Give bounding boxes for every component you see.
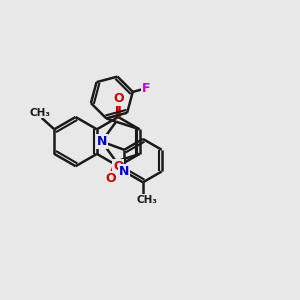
Text: N: N	[119, 165, 129, 178]
Text: CH₃: CH₃	[30, 107, 51, 118]
Text: O: O	[113, 92, 124, 106]
Text: N: N	[97, 135, 107, 148]
Text: O: O	[105, 172, 116, 184]
Text: CH₃: CH₃	[137, 195, 158, 205]
Text: F: F	[142, 82, 150, 95]
Text: O: O	[113, 160, 124, 173]
